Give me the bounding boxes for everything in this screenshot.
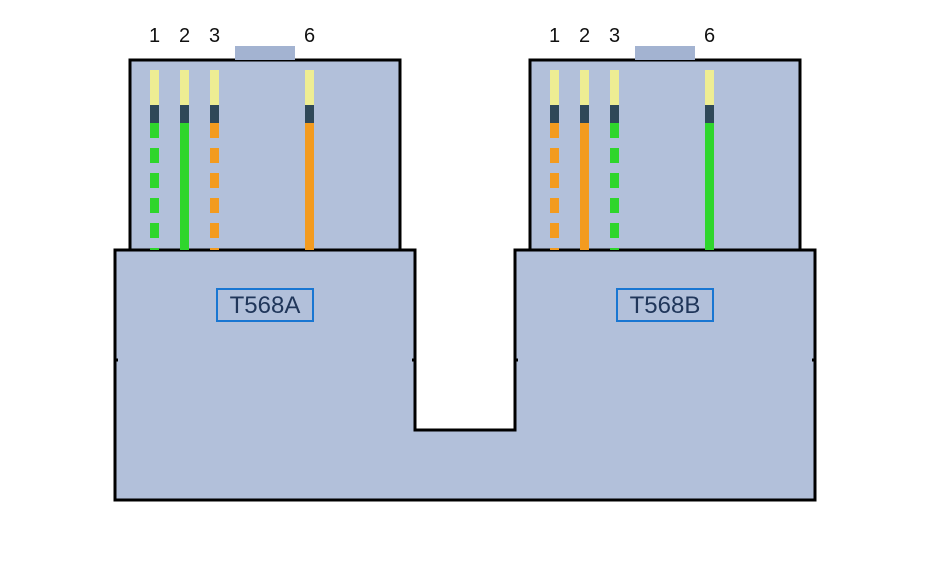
connector-clip-T568A: [235, 46, 295, 60]
pin-number: 6: [304, 25, 315, 47]
pin-contact: [150, 70, 159, 105]
pin-crimp: [705, 105, 714, 123]
pin-contact: [610, 70, 619, 105]
pin-crimp: [610, 105, 619, 123]
ethernet-crossover-diagram: 1236T568A1236T568B: [0, 0, 930, 563]
connector-label: T568A: [230, 292, 301, 319]
pin-number: 6: [704, 25, 715, 47]
pin-crimp: [305, 105, 314, 123]
connector-clip-T568B: [635, 46, 695, 60]
pin-number: 1: [549, 25, 560, 47]
pin-crimp: [550, 105, 559, 123]
pin-crimp: [150, 105, 159, 123]
seam-cover: [518, 359, 812, 363]
pin-contact: [305, 70, 314, 105]
connector-label: T568B: [630, 292, 701, 319]
seam-cover: [118, 359, 412, 363]
pin-number: 3: [609, 25, 620, 47]
pin-number: 3: [209, 25, 220, 47]
pin-crimp: [210, 105, 219, 123]
cable-body: [115, 360, 815, 500]
pin-number: 2: [579, 25, 590, 47]
pin-contact: [210, 70, 219, 105]
pin-contact: [580, 70, 589, 105]
pin-number: 1: [149, 25, 160, 47]
pin-contact: [705, 70, 714, 105]
pin-crimp: [180, 105, 189, 123]
connector-head-T568A: [130, 60, 400, 250]
pin-crimp: [580, 105, 589, 123]
connector-head-T568B: [530, 60, 800, 250]
pin-contact: [180, 70, 189, 105]
pin-contact: [550, 70, 559, 105]
pin-number: 2: [179, 25, 190, 47]
